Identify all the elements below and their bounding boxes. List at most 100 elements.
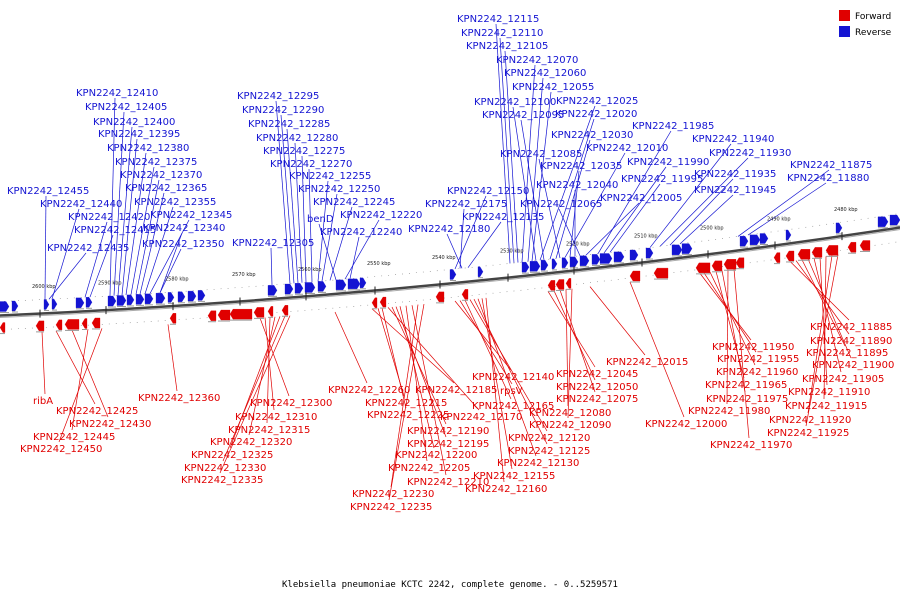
gene-label[interactable]: KPN2242_12065 xyxy=(520,199,602,210)
gene-label[interactable]: KPN2242_12055 xyxy=(512,82,594,93)
gene-label[interactable]: KPN2242_12440 xyxy=(40,199,122,210)
gene-label[interactable]: KPN2242_11940 xyxy=(692,134,774,145)
gene-label[interactable]: KPN2242_12110 xyxy=(461,28,543,39)
gene-label[interactable]: KPN2242_12005 xyxy=(600,193,682,204)
gene-label[interactable]: KPN2242_12060 xyxy=(504,68,586,79)
gene-label[interactable]: KPN2242_11945 xyxy=(694,185,776,196)
gene-label[interactable]: KPN2242_12235 xyxy=(350,502,432,513)
gene-label[interactable]: KPN2242_11985 xyxy=(632,121,714,132)
gene-label[interactable]: KPN2242_12270 xyxy=(270,159,352,170)
reverse-gene-arrow[interactable] xyxy=(335,279,347,291)
gene-label[interactable]: KPN2242_12360 xyxy=(138,393,220,404)
forward-gene-arrow[interactable] xyxy=(371,297,378,308)
reverse-gene-arrow[interactable] xyxy=(11,300,19,312)
gene-label[interactable]: KPN2242_12340 xyxy=(143,223,225,234)
gene-label[interactable]: KPN2242_12095 xyxy=(482,110,564,121)
reverse-gene-arrow[interactable] xyxy=(317,281,327,292)
gene-label[interactable]: KPN2242_12020 xyxy=(555,109,637,120)
forward-gene-arrow[interactable] xyxy=(281,305,289,316)
gene-label[interactable]: KPN2242_12380 xyxy=(107,143,189,154)
gene-label[interactable]: KPN2242_12300 xyxy=(250,398,332,409)
forward-gene-arrow[interactable] xyxy=(229,309,253,320)
gene-label[interactable]: benD xyxy=(307,214,334,225)
reverse-gene-arrow[interactable] xyxy=(540,259,549,271)
gene-label[interactable]: KPN2242_11910 xyxy=(788,387,870,398)
gene-label[interactable]: KPN2242_12100 xyxy=(474,97,556,108)
forward-gene-arrow[interactable] xyxy=(653,267,669,279)
reverse-gene-arrow[interactable] xyxy=(681,243,693,254)
gene-label[interactable]: KPN2242_11955 xyxy=(717,354,799,365)
gene-label[interactable]: KPN2242_12375 xyxy=(115,157,197,168)
gene-label[interactable]: KPN2242_12225 xyxy=(367,410,449,421)
gene-label[interactable]: KPN2242_12400 xyxy=(93,117,175,128)
reverse-gene-arrow[interactable] xyxy=(43,299,50,310)
forward-gene-arrow[interactable] xyxy=(847,242,857,253)
gene-label[interactable]: KPN2242_12175 xyxy=(425,199,507,210)
gene-label[interactable]: KPN2242_12410 xyxy=(76,88,158,99)
reverse-gene-arrow[interactable] xyxy=(877,216,889,227)
reverse-gene-arrow[interactable] xyxy=(613,251,625,263)
reverse-gene-arrow[interactable] xyxy=(197,290,206,301)
reverse-gene-arrow[interactable] xyxy=(144,293,154,304)
gene-label[interactable]: KPN2242_12325 xyxy=(191,450,273,461)
gene-label[interactable]: KPN2242_11885 xyxy=(810,322,892,333)
forward-gene-arrow[interactable] xyxy=(55,319,63,331)
forward-gene-arrow[interactable] xyxy=(267,306,274,317)
gene-label[interactable]: KPN2242_12070 xyxy=(496,55,578,66)
forward-gene-arrow[interactable] xyxy=(555,279,565,290)
gene-label[interactable]: KPN2242_12115 xyxy=(457,14,539,25)
reverse-gene-arrow[interactable] xyxy=(529,261,541,272)
forward-gene-arrow[interactable] xyxy=(169,313,177,324)
gene-label[interactable]: KPN2242_12260 xyxy=(328,385,410,396)
gene-label[interactable]: KPN2242_12045 xyxy=(556,369,638,380)
reverse-gene-arrow[interactable] xyxy=(177,291,186,302)
gene-label[interactable]: KPN2242_12330 xyxy=(184,463,266,474)
reverse-gene-arrow[interactable] xyxy=(785,229,792,241)
gene-label[interactable]: KPN2242_11905 xyxy=(802,374,884,385)
gene-label[interactable]: KPN2242_12105 xyxy=(466,41,548,52)
forward-gene-arrow[interactable] xyxy=(435,291,445,303)
gene-label[interactable]: KPN2242_11970 xyxy=(710,440,792,451)
reverse-gene-arrow[interactable] xyxy=(749,234,761,245)
gene-label[interactable]: KPN2242_12215 xyxy=(365,398,447,409)
reverse-gene-arrow[interactable] xyxy=(167,292,175,303)
gene-label[interactable]: KPN2242_11935 xyxy=(694,169,776,180)
forward-gene-arrow[interactable] xyxy=(253,307,265,318)
forward-gene-arrow[interactable] xyxy=(81,318,88,329)
forward-gene-arrow[interactable] xyxy=(91,317,101,329)
gene-label[interactable]: KPN2242_12430 xyxy=(69,419,151,430)
gene-label[interactable]: KPN2242_12035 xyxy=(540,161,622,172)
gene-label[interactable]: KPN2242_12135 xyxy=(462,212,544,223)
gene-label[interactable]: KPN2242_12415 xyxy=(74,225,156,236)
gene-label[interactable]: KPN2242_12125 xyxy=(508,446,590,457)
gene-label[interactable]: KPN2242_12075 xyxy=(556,394,638,405)
gene-label[interactable]: KPN2242_12420 xyxy=(68,212,150,223)
gene-label[interactable]: KPN2242_12370 xyxy=(120,170,202,181)
gene-label[interactable]: KPN2242_12165 xyxy=(472,401,554,412)
reverse-gene-arrow[interactable] xyxy=(561,257,569,268)
gene-label[interactable]: ribA xyxy=(33,396,53,407)
gene-label[interactable]: KPN2242_12305 xyxy=(232,238,314,249)
gene-label[interactable]: KPN2242_12285 xyxy=(248,119,330,130)
gene-label[interactable]: KPN2242_12320 xyxy=(210,437,292,448)
gene-label[interactable]: KPN2242_12040 xyxy=(536,180,618,191)
forward-gene-arrow[interactable] xyxy=(35,320,45,332)
gene-label[interactable]: KPN2242_12150 xyxy=(447,186,529,197)
gene-label[interactable]: KPN2242_12130 xyxy=(497,458,579,469)
gene-label[interactable]: KPN2242_11880 xyxy=(787,173,869,184)
reverse-gene-arrow[interactable] xyxy=(889,214,900,226)
forward-gene-arrow[interactable] xyxy=(64,319,80,330)
reverse-gene-arrow[interactable] xyxy=(359,277,367,288)
gene-label[interactable]: KPN2242_12155 xyxy=(473,471,555,482)
reverse-gene-arrow[interactable] xyxy=(569,256,579,268)
forward-gene-arrow[interactable] xyxy=(461,289,469,300)
forward-gene-arrow[interactable] xyxy=(723,259,737,270)
reverse-gene-arrow[interactable] xyxy=(267,285,278,296)
gene-label[interactable]: KPN2242_11975 xyxy=(706,394,788,405)
gene-label[interactable]: KPN2242_12230 xyxy=(352,489,434,500)
forward-gene-arrow[interactable] xyxy=(547,280,556,291)
reverse-gene-arrow[interactable] xyxy=(135,294,145,305)
forward-gene-arrow[interactable] xyxy=(859,240,871,251)
reverse-gene-arrow[interactable] xyxy=(284,283,294,295)
gene-label[interactable]: KPN2242_12200 xyxy=(395,450,477,461)
